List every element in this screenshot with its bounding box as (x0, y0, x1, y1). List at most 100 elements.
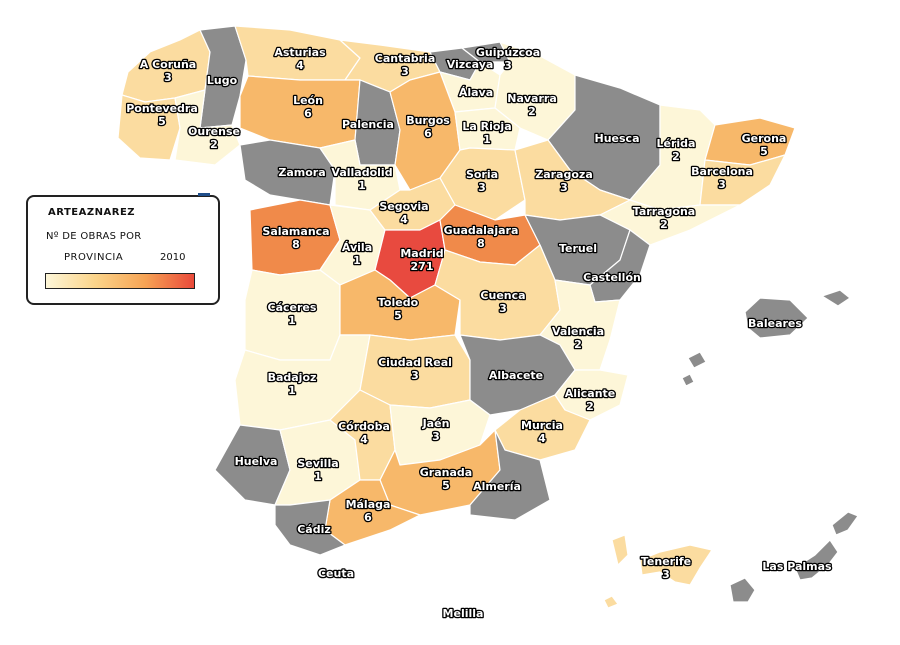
label-malaga: Málaga (346, 498, 391, 511)
value-madrid: 271 (411, 260, 434, 273)
value-toledo: 5 (394, 309, 402, 322)
label-ciudad-real: Ciudad Real (378, 356, 452, 369)
label-melilla: Melilla (443, 607, 484, 620)
label-asturias: Asturias (274, 46, 326, 59)
label-huesca: Huesca (595, 132, 640, 145)
label-vizcaya: Vizcaya (447, 58, 494, 71)
value-segovia: 4 (400, 213, 408, 226)
value-murcia: 4 (538, 432, 546, 445)
value-sevilla: 1 (314, 470, 322, 483)
label-zamora: Zamora (278, 166, 325, 179)
label-tenerife: Tenerife (641, 555, 691, 568)
label-soria: Soria (466, 168, 498, 181)
label-valladolid: Valladolid (331, 166, 392, 179)
value-valladolid: 1 (358, 179, 366, 192)
label-alicante: Alicante (565, 387, 616, 400)
label-alava: Álava (459, 86, 493, 99)
province-cadiz[interactable] (274, 499, 346, 556)
value-tarragona: 2 (660, 218, 668, 231)
province-las-palmas[interactable] (729, 511, 859, 603)
legend-year: 2010 (160, 252, 186, 263)
province-almeria[interactable] (469, 429, 551, 521)
label-lugo: Lugo (207, 74, 238, 87)
legend-title: ARTEAZNAREZ (48, 207, 136, 218)
label-granada: Granada (420, 466, 472, 479)
province-tenerife[interactable] (603, 534, 713, 609)
label-avila: Ávila (342, 241, 372, 254)
value-barcelona: 3 (718, 178, 726, 191)
label-guipuzcoa: Guipúzcoa (476, 46, 540, 59)
value-gerona: 5 (760, 145, 768, 158)
label-segovia: Segovia (379, 200, 428, 213)
value-ourense: 2 (210, 138, 218, 151)
label-jaen: Jaén (422, 417, 450, 430)
legend-subtitle-line1: Nº DE OBRAS POR (46, 231, 142, 242)
value-valencia: 2 (574, 338, 582, 351)
label-pontevedra: Pontevedra (126, 102, 198, 115)
legend: ARTEAZNAREZ Nº DE OBRAS POR PROVINCIA 20… (26, 193, 220, 305)
legend-corner-mark (198, 193, 210, 196)
value-soria: 3 (478, 181, 486, 194)
label-cordoba: Córdoba (338, 420, 390, 433)
legend-subtitle-line2: PROVINCIA (64, 252, 124, 263)
value-granada: 5 (442, 479, 450, 492)
legend-color-scale (45, 273, 195, 289)
value-guipuzcoa: 3 (504, 59, 512, 72)
label-murcia: Murcia (521, 419, 563, 432)
label-castellon: Castellón (583, 271, 641, 284)
province-pontevedra[interactable] (117, 94, 181, 161)
label-zaragoza: Zaragoza (535, 168, 593, 181)
province-navarra[interactable] (494, 41, 576, 141)
value-lerida: 2 (672, 150, 680, 163)
label-huelva: Huelva (235, 455, 278, 468)
value-burgos: 6 (424, 127, 432, 140)
value-alicante: 2 (586, 400, 594, 413)
label-teruel: Teruel (559, 242, 597, 255)
value-pontevedra: 5 (158, 115, 166, 128)
label-burgos: Burgos (406, 114, 450, 127)
value-la-rioja: 1 (483, 133, 491, 146)
label-barcelona: Barcelona (691, 165, 753, 178)
label-caceres: Cáceres (268, 301, 317, 314)
label-navarra: Navarra (507, 92, 557, 105)
label-almeria: Almería (473, 480, 521, 493)
label-ceuta: Ceuta (318, 567, 354, 580)
label-guadalajara: Guadalajara (444, 224, 519, 237)
value-malaga: 6 (364, 511, 372, 524)
value-a-coruna: 3 (164, 71, 172, 84)
value-badajoz: 1 (288, 384, 296, 397)
province-leon[interactable] (239, 75, 361, 149)
value-caceres: 1 (288, 314, 296, 327)
value-jaen: 3 (432, 430, 440, 443)
label-lerida: Lérida (657, 137, 696, 150)
value-cuenca: 3 (499, 302, 507, 315)
value-avila: 1 (353, 254, 361, 267)
label-cadiz: Cádiz (297, 523, 331, 536)
value-guadalajara: 8 (477, 237, 485, 250)
value-tenerife: 3 (662, 568, 670, 581)
label-gerona: Gerona (742, 132, 787, 145)
label-madrid: Madrid (400, 247, 443, 260)
value-ciudad-real: 3 (411, 369, 419, 382)
value-zaragoza: 3 (560, 181, 568, 194)
label-sevilla: Sevilla (297, 457, 338, 470)
label-leon: León (293, 94, 323, 107)
value-salamanca: 8 (292, 238, 300, 251)
label-albacete: Albacete (489, 369, 543, 382)
province-baleares[interactable] (681, 289, 851, 387)
label-cuenca: Cuenca (480, 289, 525, 302)
label-a-coruna: A Coruña (140, 58, 196, 71)
label-palencia: Palencia (342, 118, 394, 131)
label-toledo: Toledo (378, 296, 419, 309)
label-salamanca: Salamanca (262, 225, 329, 238)
value-leon: 6 (304, 107, 312, 120)
label-cantabria: Cantabria (375, 52, 436, 65)
label-valencia: Valencia (552, 325, 604, 338)
label-badajoz: Badajoz (268, 371, 317, 384)
label-la-rioja: La Rioja (462, 120, 511, 133)
value-cantabria: 3 (401, 65, 409, 78)
label-tarragona: Tarragona (633, 205, 695, 218)
value-asturias: 4 (296, 59, 304, 72)
